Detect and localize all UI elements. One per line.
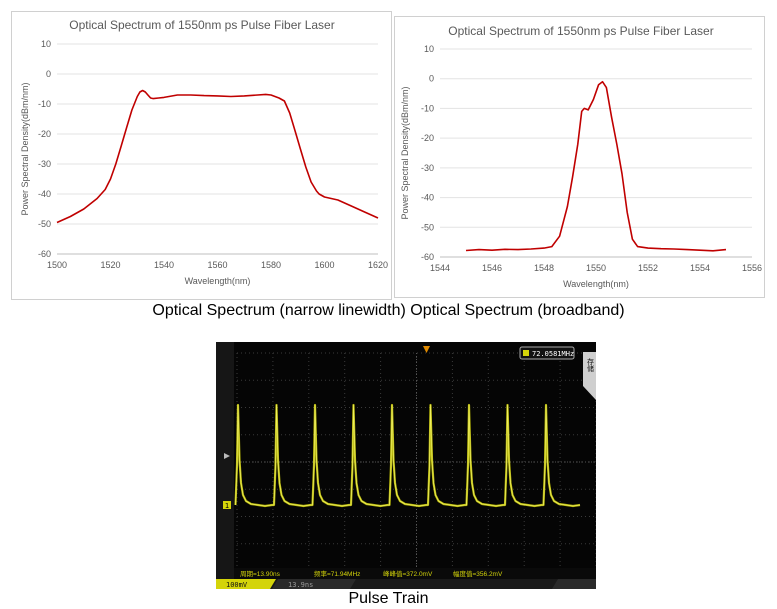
oscilloscope-screen: 1 72.0581MHz 存储周期=13.90ns 频率=71.94MHz 峰峰值=37… bbox=[216, 342, 596, 589]
x-axis-label: Wavelength(nm) bbox=[563, 279, 629, 289]
y-tick-label: -10 bbox=[421, 103, 434, 113]
y-tick-label: -30 bbox=[38, 159, 51, 169]
save-side-button bbox=[583, 352, 596, 400]
y-tick-label: 10 bbox=[424, 44, 434, 54]
channel-1-marker bbox=[223, 501, 231, 509]
y-tick-label: -20 bbox=[421, 133, 434, 143]
x-tick-label: 1552 bbox=[638, 263, 658, 273]
x-tick-label: 1546 bbox=[482, 263, 502, 273]
frequency-readout-box bbox=[519, 346, 575, 360]
x-tick-label: 1554 bbox=[690, 263, 710, 273]
scope-left-bar bbox=[216, 342, 234, 589]
spectrum-chart-narrow: Optical Spectrum of 1550nm ps Pulse Fibe… bbox=[20, 18, 388, 286]
x-tick-label: 1580 bbox=[261, 260, 281, 270]
y-tick-label: 0 bbox=[429, 74, 434, 84]
x-tick-label: 1548 bbox=[534, 263, 554, 273]
measurement-bar bbox=[234, 568, 596, 579]
y-tick-label: -60 bbox=[421, 252, 434, 262]
channel-1-scale: 100mV bbox=[226, 581, 248, 589]
y-tick-label: -30 bbox=[421, 163, 434, 173]
timebase-status bbox=[272, 579, 356, 589]
chart-title: Optical Spectrum of 1550nm ps Pulse Fibe… bbox=[448, 24, 713, 38]
y-axis-label: Power Spectral Density(dBm/nm) bbox=[400, 86, 410, 219]
y-tick-label: -20 bbox=[38, 129, 51, 139]
y-tick-label: -40 bbox=[421, 193, 434, 203]
x-tick-label: 1560 bbox=[207, 260, 227, 270]
channel-1-marker-label: 1 bbox=[225, 502, 229, 510]
y-tick-label: -50 bbox=[38, 219, 51, 229]
y-tick-label: -60 bbox=[38, 249, 51, 259]
x-tick-label: 1544 bbox=[430, 263, 450, 273]
y-tick-label: -40 bbox=[38, 189, 51, 199]
x-tick-label: 1620 bbox=[368, 260, 388, 270]
chart-panel-broadband: Optical Spectrum of 1550nm ps Pulse Fibe… bbox=[394, 16, 765, 298]
caption-pulse-train: Pulse Train bbox=[348, 590, 429, 607]
measurement-period: 周期=13.90ns bbox=[240, 570, 281, 578]
x-tick-label: 1500 bbox=[47, 260, 67, 270]
series-line-spectrum bbox=[56, 89, 379, 224]
trigger-position-marker bbox=[423, 346, 430, 353]
series-line-pulse-train-core bbox=[235, 404, 581, 507]
x-tick-label: 1540 bbox=[154, 260, 174, 270]
timebase-scale: 13.9ns bbox=[288, 581, 313, 589]
measurement-amplitude: 幅度值=356.2mV bbox=[453, 569, 503, 578]
frequency-readout-swatch bbox=[523, 350, 529, 356]
x-tick-label: 1520 bbox=[100, 260, 120, 270]
chart-panel-narrow: Optical Spectrum of 1550nm ps Pulse Fibe… bbox=[11, 11, 392, 300]
measurement-frequency: 频率=71.94MHz bbox=[314, 569, 360, 578]
x-axis-label: Wavelength(nm) bbox=[185, 276, 251, 286]
x-tick-label: 1550 bbox=[586, 263, 606, 273]
status-bar bbox=[216, 579, 596, 589]
x-tick-label: 1556 bbox=[742, 263, 762, 273]
trigger-level-marker bbox=[224, 453, 230, 459]
chart-title: Optical Spectrum of 1550nm ps Pulse Fibe… bbox=[69, 18, 334, 32]
y-tick-label: 10 bbox=[41, 39, 51, 49]
y-axis-label: Power Spectral Density(dBm/nm) bbox=[20, 82, 30, 215]
x-tick-label: 1600 bbox=[314, 260, 334, 270]
channel-1-status bbox=[216, 579, 276, 589]
caption-spectra: Optical Spectrum (narrow linewidth) Opti… bbox=[152, 302, 625, 319]
save-side-button-label: 存储 bbox=[587, 357, 595, 373]
y-tick-label: -10 bbox=[38, 99, 51, 109]
y-tick-label: -50 bbox=[421, 222, 434, 232]
measurement-peak-to-peak: 峰峰值=372.0mV bbox=[383, 569, 433, 578]
y-tick-label: 0 bbox=[46, 69, 51, 79]
status-bar-right bbox=[552, 579, 596, 589]
spectrum-chart-broadband: Optical Spectrum of 1550nm ps Pulse Fibe… bbox=[400, 24, 762, 289]
series-line-spectrum bbox=[465, 80, 727, 252]
frequency-readout: 72.0581MHz bbox=[532, 350, 574, 358]
